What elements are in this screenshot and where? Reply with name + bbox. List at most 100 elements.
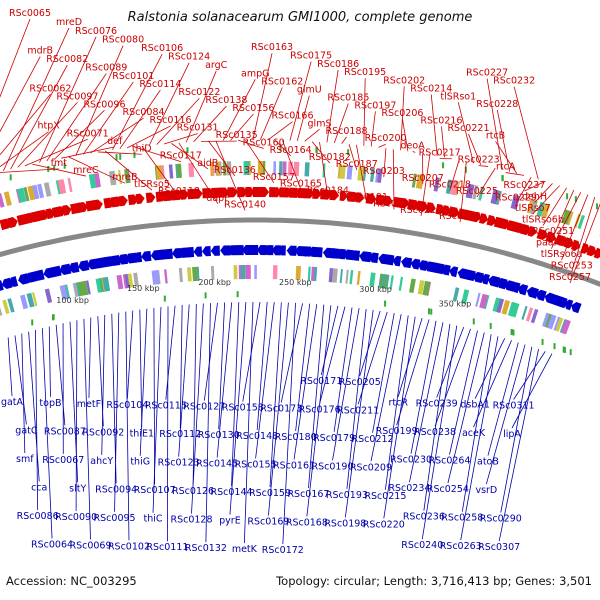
feature-block bbox=[553, 316, 560, 331]
leader-line bbox=[282, 302, 296, 544]
reverse-gene-arrow bbox=[234, 245, 244, 256]
feature-block bbox=[117, 169, 122, 185]
leader-line bbox=[3, 27, 70, 172]
gene-label: RSc0199 bbox=[376, 426, 418, 437]
feature-block bbox=[32, 184, 40, 200]
reverse-gene-arrow bbox=[417, 260, 428, 271]
forward-gene-arrow bbox=[118, 195, 128, 207]
leader-line bbox=[208, 140, 236, 177]
reverse-gene-arrow bbox=[401, 257, 413, 269]
feature-block bbox=[417, 280, 425, 295]
reverse-gene-arrow bbox=[141, 250, 152, 262]
feature-block bbox=[536, 201, 546, 217]
forward-gene-arrow bbox=[519, 223, 532, 236]
topology-text: Topology: circular; Length: 3,716,413 bp… bbox=[276, 574, 592, 588]
gene-label: tlSRso5 bbox=[134, 179, 170, 190]
feature-block bbox=[510, 194, 521, 210]
gene-label: RSc0254 bbox=[427, 484, 469, 495]
gene-label: RSc0228 bbox=[476, 99, 518, 110]
gene-label: RSc0173 bbox=[260, 403, 302, 414]
tick-mark bbox=[163, 295, 166, 302]
forward-gene-arrow bbox=[400, 197, 410, 209]
gene-label: RSc0089 bbox=[85, 63, 127, 74]
leader-line bbox=[179, 305, 183, 429]
gene-label: RSc0102 bbox=[108, 541, 150, 552]
feature-block bbox=[295, 265, 302, 281]
leader-line bbox=[24, 138, 88, 167]
gene-label: RSc0064 bbox=[31, 539, 73, 550]
leader-line bbox=[153, 307, 156, 485]
reverse-gene-arrow bbox=[250, 245, 259, 256]
reverse-gene-arrow bbox=[101, 256, 113, 268]
feature-block bbox=[278, 161, 283, 176]
feature-block bbox=[379, 273, 384, 288]
leader-line bbox=[152, 307, 162, 513]
reverse-gene-arrow bbox=[50, 265, 62, 277]
leader-line bbox=[242, 301, 261, 402]
gene-label: RSc0207 bbox=[402, 173, 444, 184]
leader-line bbox=[134, 146, 181, 162]
gene-label: RSc0087 bbox=[44, 426, 86, 437]
reverse-gene-arrow bbox=[59, 263, 72, 275]
tick-mark bbox=[204, 292, 207, 299]
feature-block bbox=[445, 179, 453, 195]
gene-label: RSc0123 bbox=[158, 458, 200, 469]
leader-line bbox=[468, 133, 482, 165]
feature-block bbox=[19, 294, 29, 310]
reverse-gene-arrow bbox=[210, 245, 221, 256]
leader-line bbox=[17, 102, 78, 168]
leader-line bbox=[359, 310, 381, 376]
feature-block bbox=[356, 270, 361, 286]
forward-gene-arrow bbox=[179, 189, 190, 200]
reverse-gene-arrow bbox=[472, 271, 485, 284]
gene-label: RSc0062 bbox=[29, 83, 71, 94]
leader-line bbox=[83, 318, 91, 540]
forward-gene-arrow bbox=[407, 198, 420, 211]
leader-line bbox=[35, 329, 39, 510]
reverse-gene-arrow bbox=[125, 252, 138, 264]
tick-mark bbox=[315, 146, 318, 153]
feature-block bbox=[369, 272, 376, 287]
reverse-gene-arrow bbox=[178, 247, 191, 258]
forward-gene-arrow bbox=[237, 187, 248, 198]
tick-mark bbox=[442, 162, 445, 169]
feature-block bbox=[196, 266, 200, 281]
reverse-gene-arrow bbox=[201, 246, 211, 257]
feature-block bbox=[496, 298, 505, 314]
leader-line bbox=[532, 185, 560, 215]
genome-title: Ralstonia solanacearum GMI1000, complete… bbox=[127, 10, 473, 25]
leader-line bbox=[551, 192, 582, 249]
leader-line bbox=[461, 334, 492, 512]
feature-block bbox=[210, 265, 215, 281]
tick-mark bbox=[47, 165, 50, 172]
gene-label: RSc0311 bbox=[493, 401, 535, 412]
feature-block bbox=[547, 314, 557, 330]
reverse-gene-arrow bbox=[108, 254, 121, 266]
reverse-gene-arrow bbox=[350, 250, 361, 261]
feature-block bbox=[0, 306, 3, 316]
gene-label: RSc0086 bbox=[17, 511, 59, 522]
gene-label: RSc0229 bbox=[495, 193, 537, 204]
tick-mark bbox=[428, 308, 431, 315]
feature-block bbox=[188, 162, 195, 178]
gene-label: RSc0237 bbox=[503, 180, 545, 191]
gene-label: RSc0218 bbox=[429, 179, 471, 190]
leader-line bbox=[500, 346, 533, 513]
tick-mark bbox=[512, 329, 515, 336]
forward-gene-arrow bbox=[545, 231, 557, 243]
gene-label: RSc0095 bbox=[94, 513, 136, 524]
gene-label: RSc0167 bbox=[287, 489, 329, 500]
feature-block bbox=[492, 297, 500, 312]
gene-label: RSc0200 bbox=[365, 133, 407, 144]
tick-mark bbox=[489, 322, 492, 329]
forward-gene-arrow bbox=[218, 187, 230, 198]
leader-line bbox=[384, 315, 409, 490]
reverse-gene-arrow bbox=[564, 299, 574, 311]
tick-mark bbox=[384, 300, 387, 307]
feature-block bbox=[389, 275, 394, 290]
leader-line bbox=[473, 340, 512, 428]
gene-label: argC bbox=[205, 60, 228, 71]
gene-label: aceK bbox=[462, 428, 486, 439]
gene-label: metK bbox=[232, 544, 258, 555]
gene-label: RSc0253 bbox=[551, 261, 593, 272]
